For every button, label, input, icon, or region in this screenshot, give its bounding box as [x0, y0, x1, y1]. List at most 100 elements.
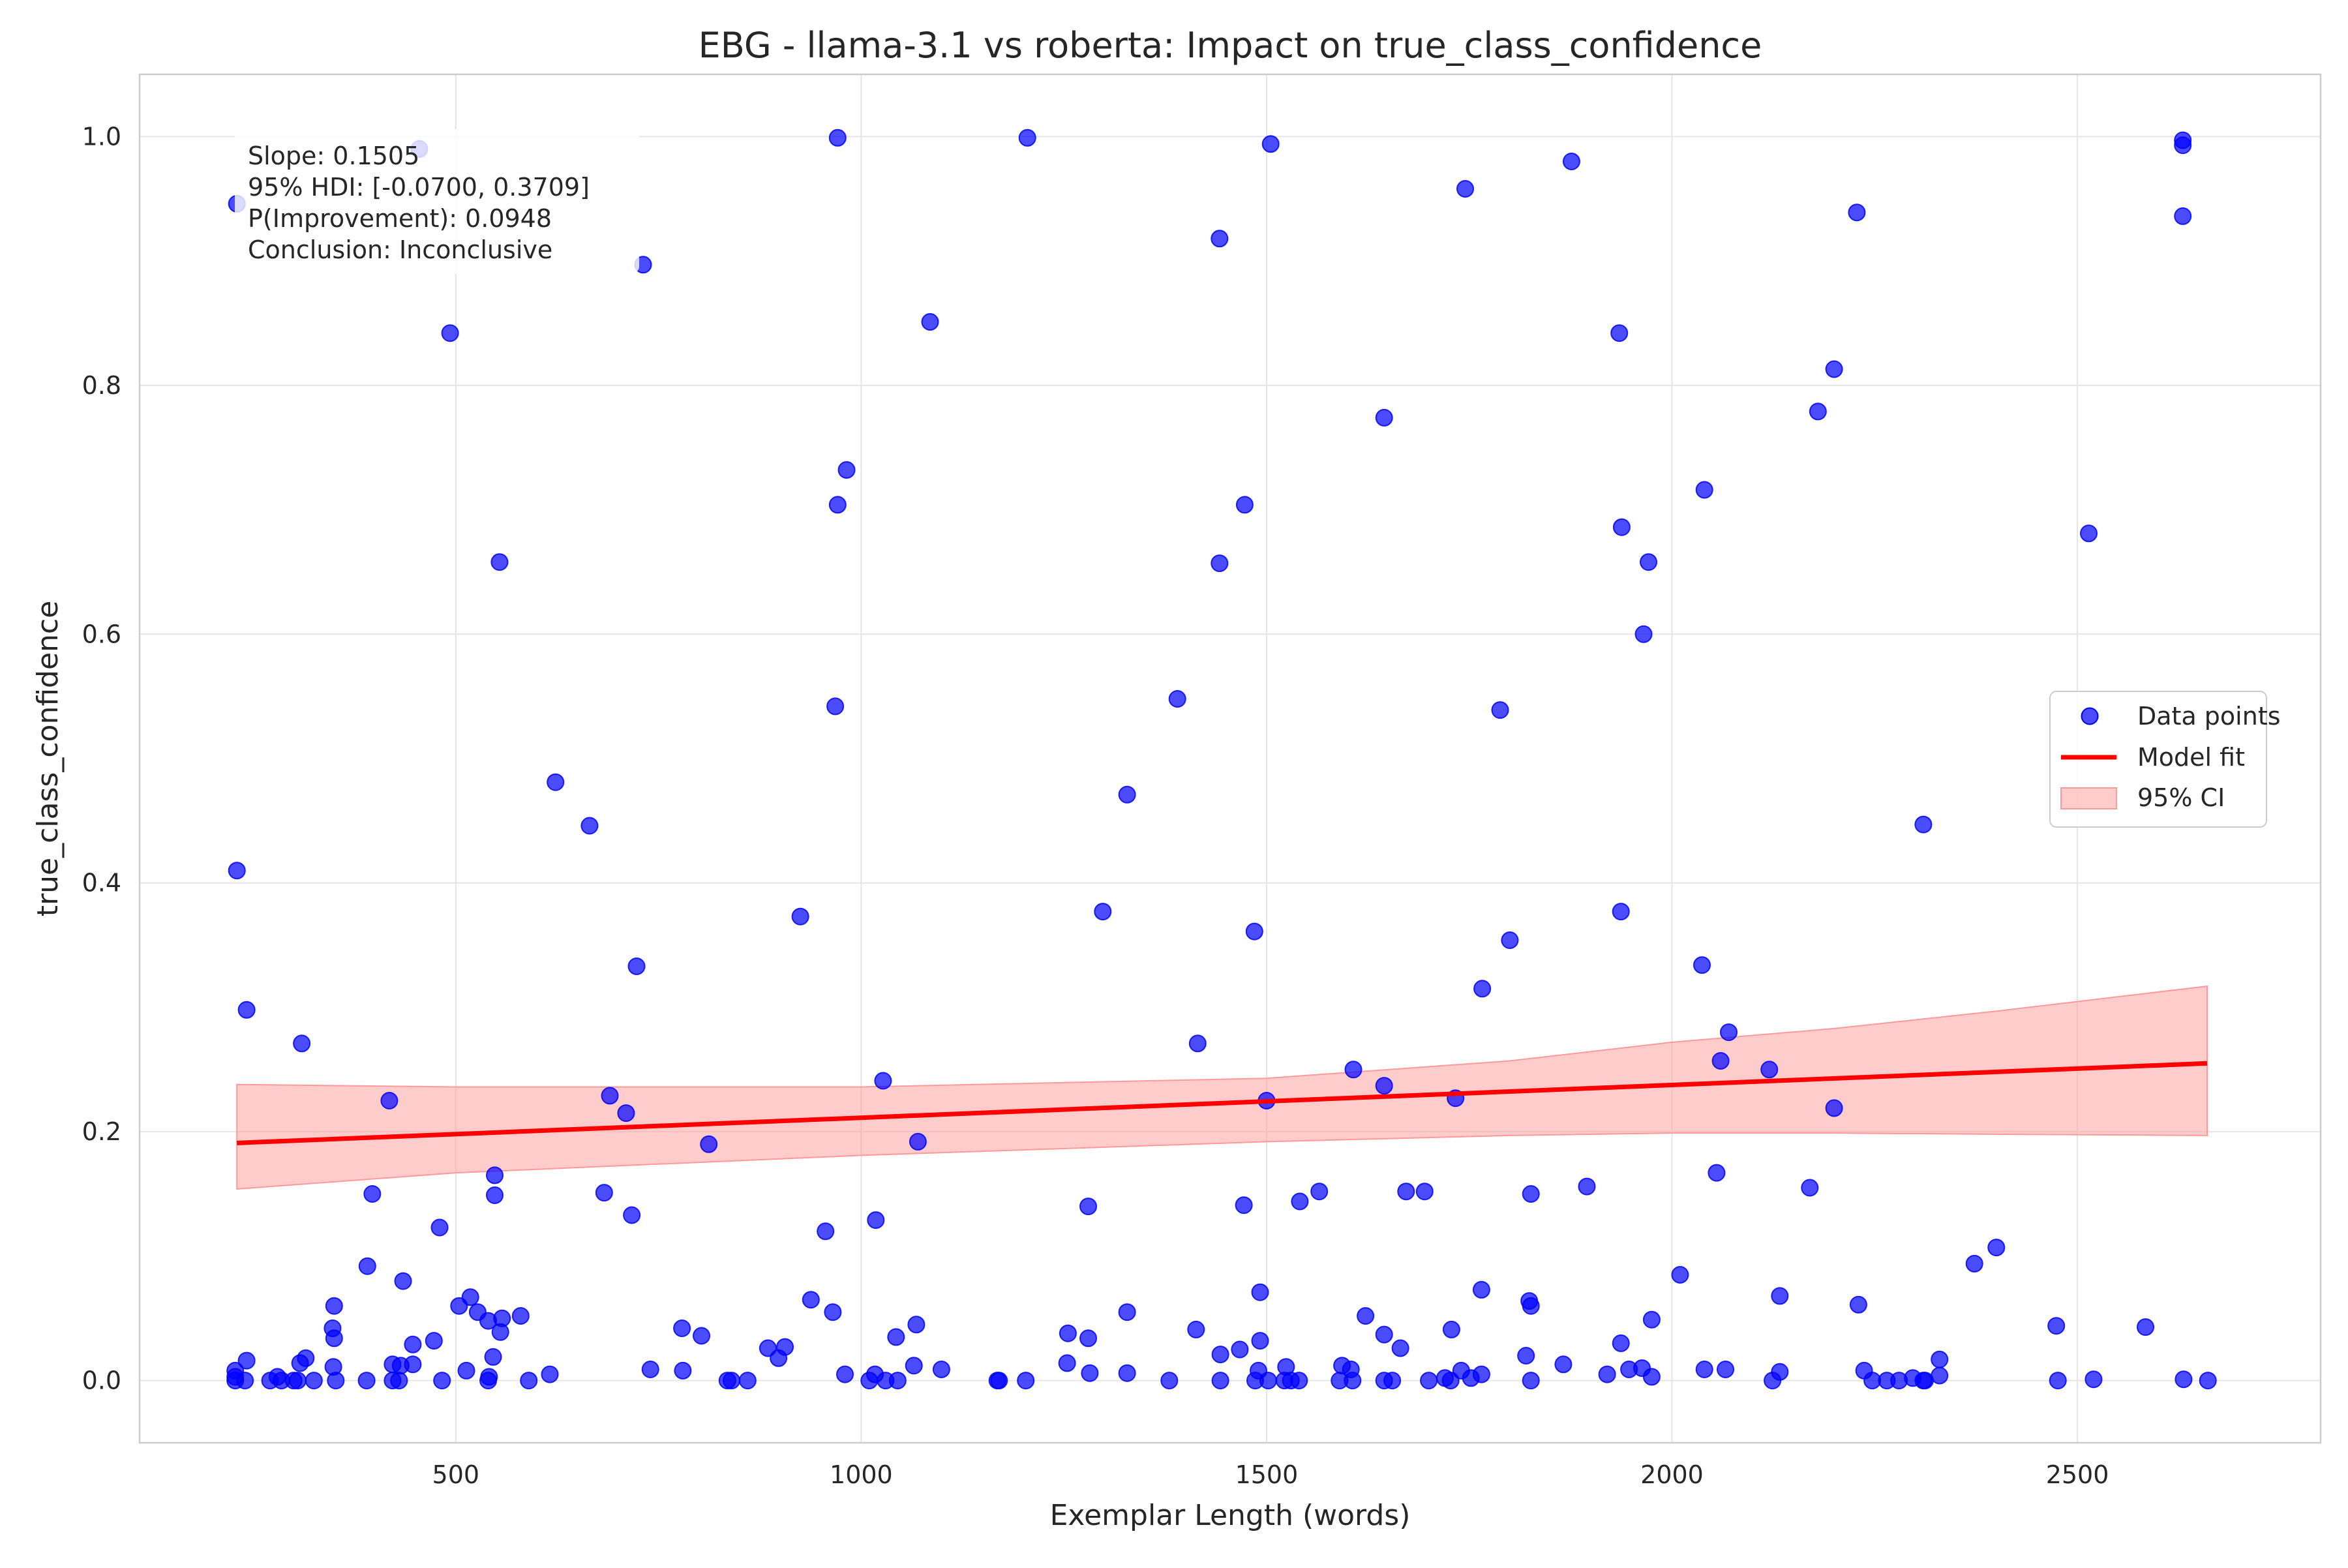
data-point — [486, 1166, 504, 1184]
data-point — [433, 1372, 451, 1390]
data-point — [430, 1218, 449, 1237]
data-point — [723, 1372, 740, 1390]
data-point — [1383, 1372, 1402, 1390]
x-tick-label: 2000 — [1640, 1460, 1704, 1489]
data-point — [1290, 1372, 1308, 1390]
data-point — [1598, 1365, 1616, 1383]
data-point — [380, 1092, 399, 1109]
data-point — [291, 1354, 309, 1372]
data-point — [837, 461, 856, 479]
data-point — [1987, 1239, 2006, 1257]
y-axis-label: true_class_confidence — [31, 601, 65, 916]
data-point — [921, 313, 939, 331]
data-point — [236, 1372, 254, 1390]
data-point — [1634, 625, 1653, 643]
stats-hdi: 95% HDI: [-0.0700, 0.3709] — [248, 173, 590, 202]
data-point — [1375, 408, 1393, 427]
data-point — [1760, 1061, 1779, 1079]
data-point — [1501, 931, 1519, 949]
y-tick-label: 0.4 — [82, 869, 121, 897]
data-point — [425, 1332, 443, 1350]
data-point — [826, 697, 845, 716]
data-point — [627, 957, 646, 975]
data-point — [828, 496, 847, 514]
data-point — [1357, 1307, 1375, 1325]
legend-label-model-fit: Model fit — [2137, 743, 2245, 772]
data-point — [1472, 1280, 1490, 1299]
tick-labels-layer: 500 1000 1500 2000 2500 0.0 0.2 0.4 0.6 0.8 1.0 — [82, 122, 2109, 1489]
data-point — [1717, 1361, 1734, 1378]
data-point — [1259, 1372, 1277, 1390]
data-point — [2085, 1370, 2103, 1389]
data-point — [404, 1355, 422, 1374]
stats-p-improvement: P(Improvement): 0.0948 — [248, 204, 552, 233]
stats-box: Slope: 0.1505 95% HDI: [-0.0700, 0.3709]… — [235, 129, 639, 274]
data-point — [990, 1372, 1008, 1390]
y-tick-label: 0.0 — [82, 1366, 121, 1395]
model-fit-layer — [237, 1061, 2208, 1145]
data-point — [1612, 903, 1630, 921]
data-point — [457, 1361, 475, 1380]
data-point — [1118, 785, 1136, 804]
data-point — [2049, 1372, 2067, 1390]
data-point — [1235, 496, 1254, 514]
data-point — [802, 1291, 820, 1309]
data-point — [486, 1186, 504, 1204]
data-point — [1442, 1320, 1460, 1338]
data-point — [1612, 1334, 1630, 1352]
data-point — [1693, 956, 1711, 974]
data-point — [2199, 1372, 2217, 1390]
data-point — [1375, 1325, 1393, 1344]
data-point — [1848, 204, 1866, 222]
x-tick-label: 1000 — [830, 1460, 893, 1489]
grid — [140, 74, 2321, 1443]
data-point — [547, 773, 565, 791]
data-point — [1522, 1372, 1540, 1390]
data-point — [1708, 1164, 1726, 1182]
data-point — [1695, 481, 1713, 499]
data-point — [791, 907, 809, 926]
data-point — [305, 1372, 323, 1390]
data-point — [2174, 207, 2192, 225]
data-point — [1610, 324, 1629, 342]
data-point — [1522, 1185, 1540, 1203]
model-fit-line — [237, 1061, 2208, 1145]
data-point — [357, 1372, 376, 1390]
data-point — [1671, 1266, 1689, 1284]
x-tick-label: 1500 — [1235, 1460, 1299, 1489]
data-point — [541, 1365, 559, 1383]
data-point — [327, 1372, 345, 1390]
stats-slope: Slope: 0.1505 — [248, 142, 419, 170]
data-point — [887, 1328, 905, 1346]
data-point — [491, 1323, 509, 1341]
data-point — [1018, 128, 1036, 147]
data-point — [1801, 1179, 1819, 1197]
data-point — [1245, 922, 1263, 941]
data-point — [1251, 1332, 1269, 1350]
y-tick-label: 0.2 — [82, 1117, 121, 1146]
data-point — [1640, 553, 1657, 571]
data-point — [1695, 1361, 1713, 1378]
data-point — [237, 1351, 256, 1370]
data-point — [1017, 1372, 1035, 1390]
data-point — [770, 1349, 788, 1367]
data-point — [490, 553, 509, 571]
data-point — [738, 1372, 757, 1390]
data-point — [1825, 360, 1843, 378]
data-point — [325, 1329, 343, 1348]
data-point — [1094, 903, 1112, 921]
data-point — [907, 1316, 926, 1334]
stats-box-background — [235, 129, 639, 274]
data-point — [228, 862, 246, 880]
data-point — [1914, 815, 1933, 834]
data-point — [674, 1361, 692, 1380]
data-point — [905, 1357, 923, 1375]
y-tick-label: 0.6 — [82, 620, 121, 648]
data-point — [1849, 1295, 1867, 1314]
data-point — [293, 1034, 311, 1053]
data-point — [1211, 1346, 1229, 1364]
data-point — [1310, 1183, 1329, 1201]
data-point — [1931, 1366, 1949, 1385]
